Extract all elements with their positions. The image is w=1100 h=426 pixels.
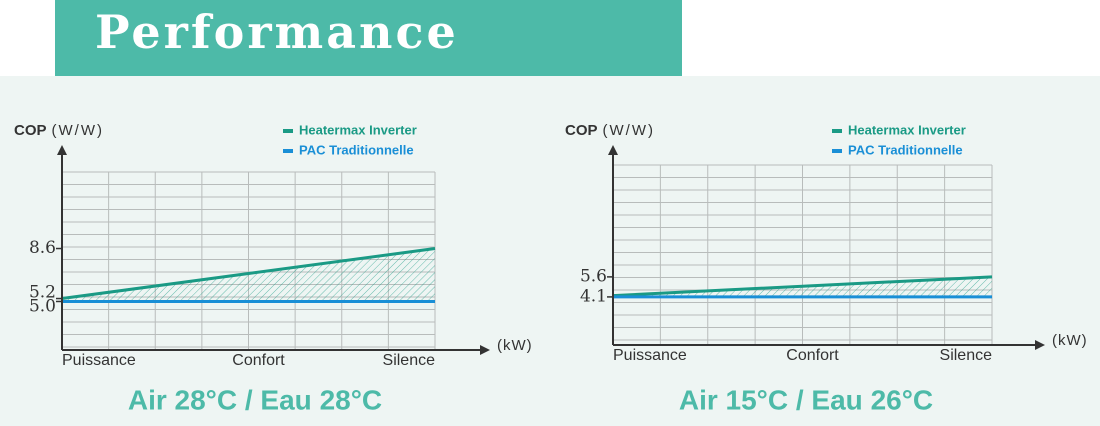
legend-swatch: [283, 149, 293, 153]
legend-label: Heatermax Inverter: [299, 122, 417, 137]
legend-label: PAC Traditionnelle: [848, 142, 963, 157]
y-label: COP: [14, 122, 47, 139]
x-tick-label: Silence: [940, 347, 993, 364]
header-title: Performance: [95, 5, 459, 59]
x-tick-label: Confort: [232, 352, 285, 369]
x-tick-label: Puissance: [613, 347, 687, 364]
y-label: COP: [565, 122, 598, 139]
x-axis-label: (kW): [497, 337, 533, 354]
panel: [0, 76, 1100, 426]
y-axis-label: COP (W/W): [565, 122, 655, 139]
legend-swatch: [832, 129, 842, 133]
y-tick-label: 5.6: [580, 266, 607, 286]
chart-title: Air 28°C / Eau 28°C: [128, 384, 382, 415]
series-line: [612, 275, 993, 298]
x-tick-label: Puissance: [62, 352, 136, 369]
y-axis-label: COP (W/W): [14, 122, 104, 139]
y-unit: (W/W): [603, 122, 655, 139]
legend-swatch: [832, 149, 842, 153]
y-unit: (W/W): [52, 122, 104, 139]
y-tick-label: 5.2: [29, 283, 56, 303]
x-tick-label: Silence: [383, 352, 436, 369]
chart-title: Air 15°C / Eau 26°C: [679, 384, 933, 415]
legend-label: PAC Traditionnelle: [299, 142, 414, 157]
header-band: [55, 0, 682, 76]
series-line: [61, 247, 436, 301]
legend-label: Heatermax Inverter: [848, 122, 966, 137]
y-tick-label: 5.0: [29, 297, 56, 317]
x-tick-label: Confort: [786, 347, 839, 364]
legend-swatch: [283, 129, 293, 133]
x-axis-label: (kW): [1052, 332, 1088, 349]
y-tick-label: 4.1: [580, 286, 607, 306]
y-tick-label: 8.6: [29, 238, 56, 258]
